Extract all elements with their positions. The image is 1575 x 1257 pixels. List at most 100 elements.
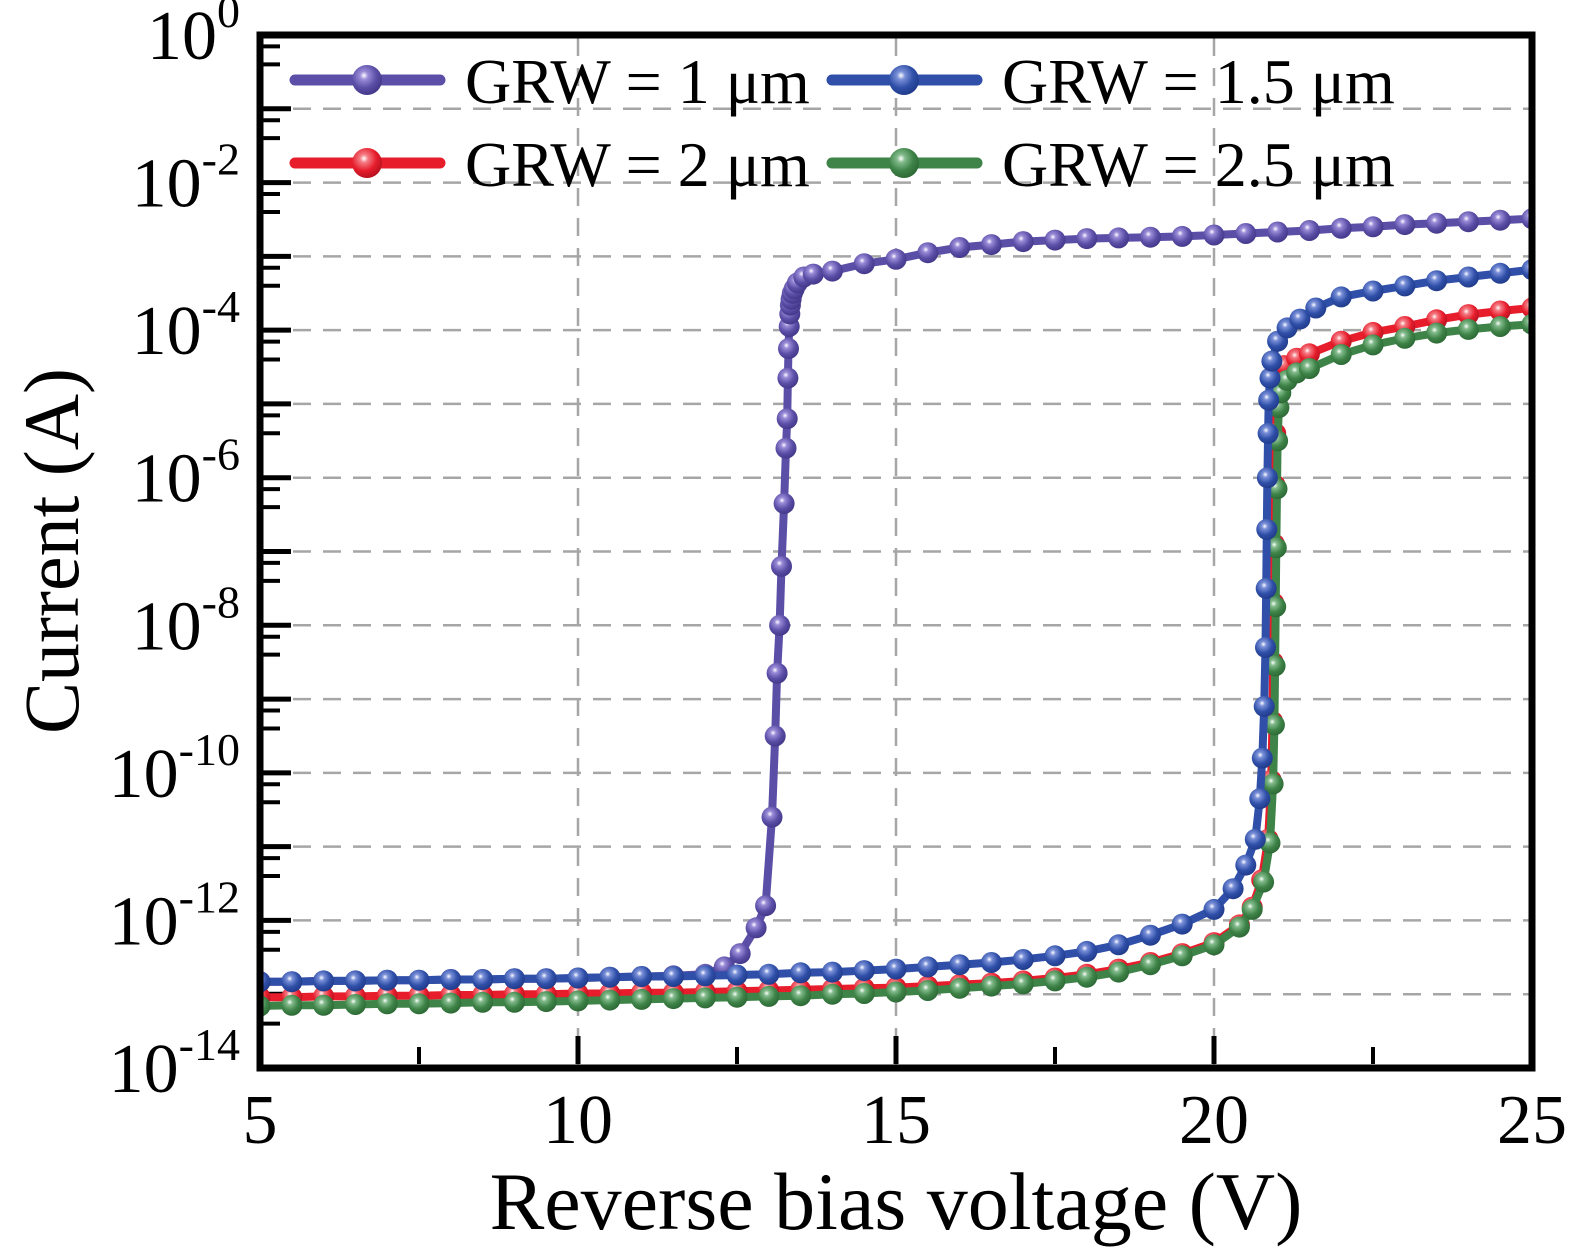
data-point-marker [1489,209,1511,231]
data-point-marker [775,437,797,459]
data-point-marker [1394,214,1416,236]
legend-marker [352,65,382,95]
data-point-marker [1203,224,1225,246]
data-point-marker [535,968,557,990]
data-point-marker [599,989,621,1011]
data-point-marker [1426,270,1448,292]
data-point-marker [472,969,494,990]
data-point-marker [1457,304,1479,326]
series-line [263,320,1529,1010]
data-point-marker [1235,854,1257,876]
data-point-marker [758,985,780,1007]
y-tick-labels: 100 10-2 10-4 10-6 10-8 10-10 10-12 10-14 [109,0,240,1108]
data-point-marker [440,969,462,990]
data-point-marker [1289,308,1311,330]
data-point-marker [1305,297,1327,319]
data-point-marker [1298,343,1320,365]
data-point-marker [1489,300,1511,322]
legend-item: GRW = 2.5 μm [826,129,1395,200]
data-point-marker [802,263,824,285]
data-point-marker [790,962,812,984]
data-point-marker [1255,636,1276,658]
data-point-marker [729,943,751,965]
y-tick-label: 10-2 [132,134,240,223]
data-point-marker [1267,221,1289,243]
data-point-marker [1244,828,1266,850]
plot-border [256,31,1536,1072]
data-point-marker [1394,275,1416,297]
data-point-marker [1256,518,1278,540]
data-point-marker [1044,229,1066,251]
data-point-marker [694,987,716,1009]
data-point-marker [777,367,799,389]
data-point-marker [1139,226,1161,248]
data-point-marker [1076,228,1098,250]
data-point-marker [1265,537,1287,559]
data-point-marker [764,725,786,747]
data-point-marker [376,969,398,991]
data-point-marker [1265,596,1287,618]
data-point-marker [949,977,971,999]
data-point-marker [1261,350,1283,372]
data-point-marker [1362,216,1384,238]
data-point-marker [631,966,653,987]
y-tick-label: 10-6 [132,429,240,518]
data-point-marker [1258,389,1280,411]
data-point-marker [1012,949,1034,970]
legend-marker [889,65,919,95]
x-axis-title: Reverse bias voltage (V) [489,1156,1303,1247]
data-point-marker [755,895,777,917]
data-point-marker [263,996,271,1016]
data-point-marker [745,917,767,939]
data-point-marker [662,966,684,987]
data-point-marker [376,993,398,1015]
data-point-marker [1257,422,1279,444]
data-point-marker [662,988,684,1010]
y-tick-label: 10-8 [132,576,240,665]
data-point-marker [1076,940,1098,962]
data-point-marker [949,954,971,976]
data-point-marker [1012,973,1034,995]
data-point-marker [408,969,430,991]
data-point-marker [1262,773,1284,795]
data-point-marker [980,975,1002,997]
data-point-marker [1171,225,1193,247]
data-point-marker [1139,954,1161,976]
data-point-marker [1228,916,1250,938]
y-tick-label: 10-12 [109,871,240,960]
data-point-marker [694,965,716,987]
data-point-marker [1330,344,1352,365]
data-point-marker [344,970,366,992]
data-point-marker [1171,945,1193,967]
data-point-marker [761,806,783,828]
data-point-marker [949,237,971,258]
x-tick-label: 5 [243,1082,278,1159]
data-point-marker [1259,367,1281,389]
legend: GRW = 1 μm GRW = 1.5 μm GRW = 2 μm GRW = 2.… [289,46,1395,200]
data-point-marker [472,991,494,1013]
series-grw-2.5-m [263,314,1529,1016]
data-point-marker [503,991,525,1013]
data-point-marker [853,253,875,275]
data-point-marker [503,968,525,990]
data-point-marker [769,614,791,636]
data-point-marker [885,981,907,1003]
data-point-marker [1235,223,1257,244]
data-point-marker [885,958,907,980]
legend-label: GRW = 1.5 μm [1002,46,1395,117]
data-point-marker [771,555,792,577]
x-tick-labels: 5 10 15 20 25 [243,1082,1568,1159]
data-point-marker [853,960,875,982]
data-point-marker [535,991,557,1013]
data-point-marker [778,338,799,360]
y-axis-title: Current (A) [8,367,95,735]
x-tick-label: 10 [543,1082,613,1159]
data-point-marker [1012,231,1034,253]
data-point-marker [1044,945,1066,967]
data-point-marker [1203,934,1225,956]
data-point-marker [281,971,303,993]
data-point-marker [408,993,430,1015]
x-tick-label: 25 [1497,1082,1567,1159]
y-tick-label: 100 [147,0,240,75]
data-point-marker [1426,322,1448,344]
